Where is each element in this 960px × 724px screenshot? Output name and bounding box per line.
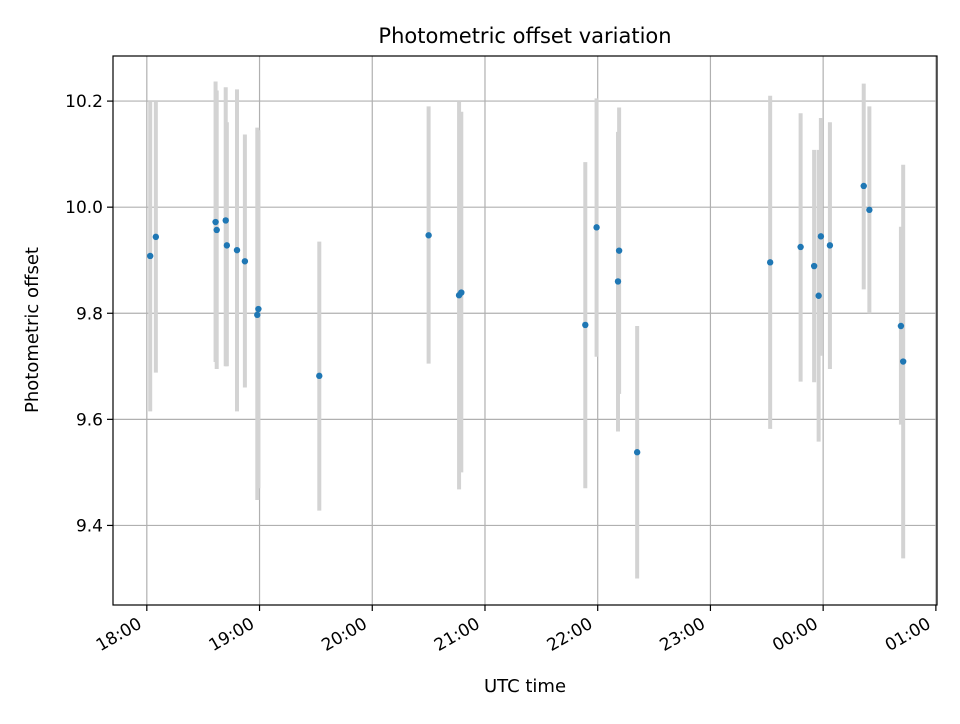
- data-point: [316, 372, 323, 380]
- data-point: [633, 449, 641, 456]
- y-tick-label: 10.0: [65, 198, 103, 218]
- data-point: [810, 262, 818, 270]
- data-point: [425, 232, 432, 239]
- data-point: [817, 233, 825, 240]
- data-point: [222, 217, 229, 224]
- data-point: [866, 206, 873, 214]
- data-point: [615, 247, 623, 254]
- data-point: [233, 246, 241, 254]
- chart-title: Photometric offset variation: [378, 24, 671, 48]
- data-point: [860, 182, 867, 190]
- data-point: [212, 218, 219, 226]
- y-tick-label: 10.2: [65, 92, 103, 112]
- data-points: [146, 182, 907, 456]
- data-point: [899, 358, 907, 365]
- data-point: [614, 278, 622, 285]
- y-tick-label: 9.4: [76, 516, 103, 536]
- data-point: [797, 243, 804, 251]
- data-point: [146, 252, 154, 260]
- y-axis-label: Photometric offset: [22, 247, 43, 413]
- y-tick-label: 9.8: [76, 304, 103, 324]
- data-point: [766, 259, 774, 266]
- data-point: [593, 224, 600, 231]
- data-point: [223, 242, 231, 249]
- data-point: [815, 292, 822, 299]
- data-point: [255, 305, 262, 313]
- x-axis-label: UTC time: [484, 676, 566, 697]
- data-point: [254, 311, 261, 319]
- data-point: [582, 321, 589, 329]
- data-point: [826, 242, 834, 249]
- data-point: [152, 233, 160, 241]
- plot-frame: [112, 55, 938, 606]
- data-point: [458, 289, 465, 296]
- data-point: [241, 258, 249, 265]
- data-point: [897, 322, 905, 330]
- data-point: [213, 226, 220, 234]
- y-tick-label: 9.6: [76, 410, 103, 430]
